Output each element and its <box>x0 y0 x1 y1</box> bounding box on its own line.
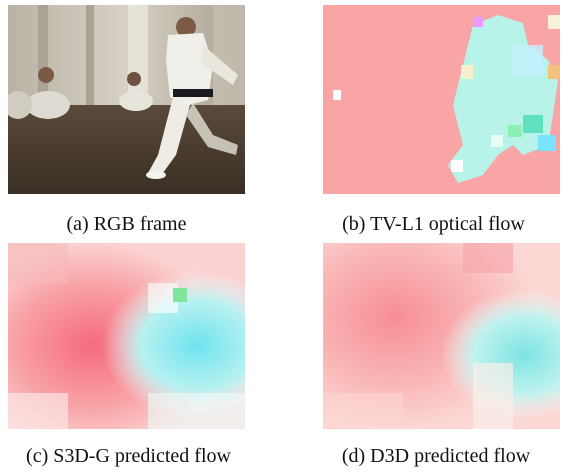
d3d-predicted-flow-image <box>323 243 560 429</box>
caption-tvl1-optical-flow: (b) TV-L1 optical flow <box>342 213 525 235</box>
caption-s3dg-predicted-flow: (c) S3D-G predicted flow <box>26 445 231 467</box>
caption-rgb-frame: (a) RGB frame <box>66 213 187 235</box>
s3dg-predicted-flow-image <box>8 243 245 429</box>
tvl1-optical-flow-image <box>323 5 560 194</box>
caption-d3d-predicted-flow: (d) D3D predicted flow <box>341 445 531 467</box>
rgb-frame-image <box>8 5 245 194</box>
